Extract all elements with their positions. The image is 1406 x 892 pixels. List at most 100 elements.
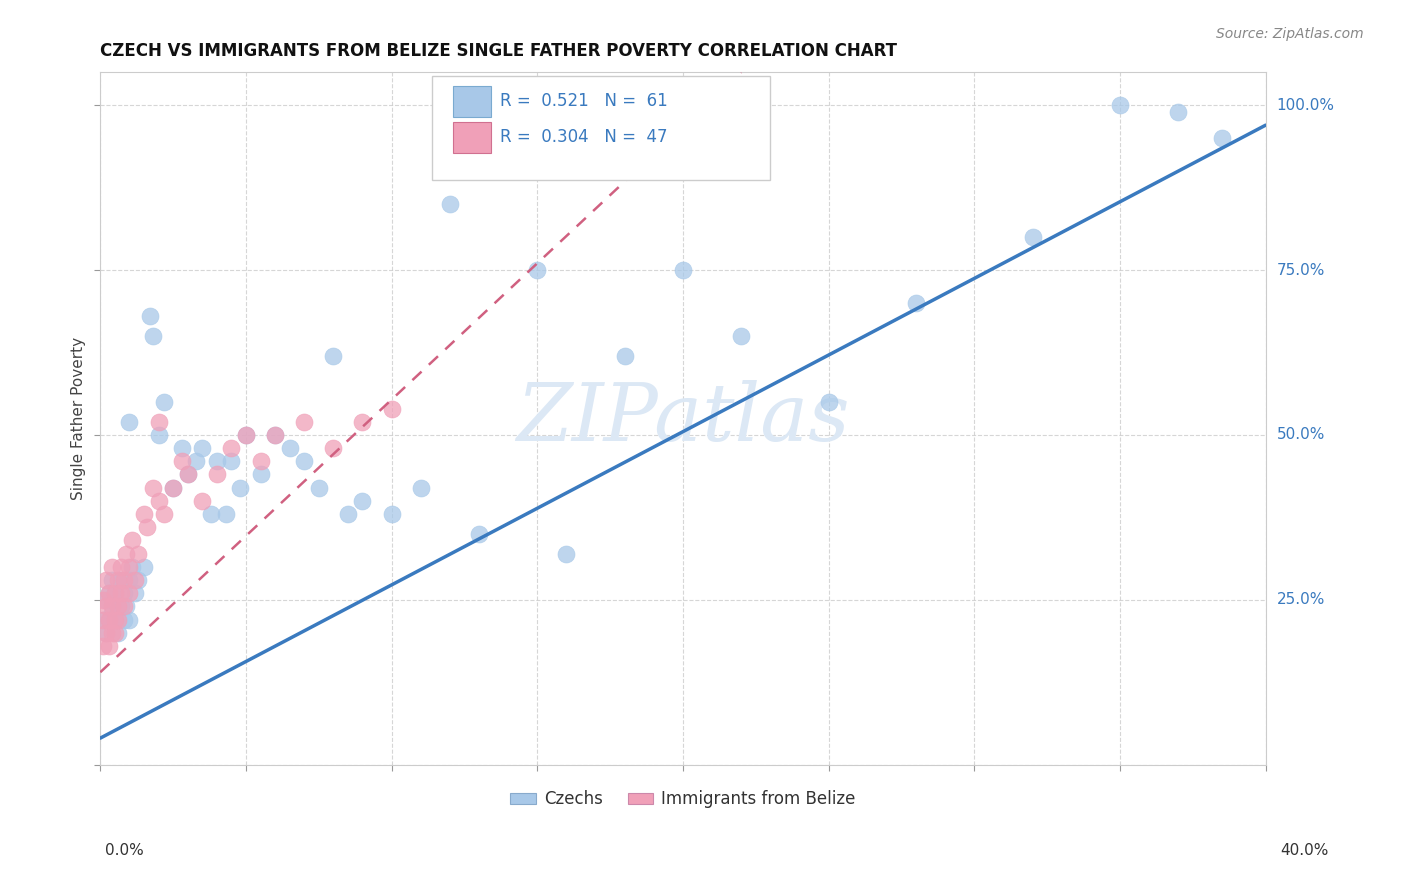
FancyBboxPatch shape [433,76,770,179]
Point [229,481,252,495]
Point [107,599,129,614]
Point [381,507,404,521]
Text: ZIPatlas: ZIPatlas [516,380,849,458]
Point [352,494,374,508]
Point [94,625,117,640]
Point [112,573,135,587]
Point [104,613,127,627]
Point [817,395,839,409]
Point [112,599,135,614]
Point [221,441,243,455]
Point [112,586,135,600]
Point [200,507,222,521]
Point [205,467,228,482]
Point [104,613,127,627]
Point [118,613,141,627]
Point [121,559,143,574]
Point [121,533,143,548]
Point [110,559,132,574]
Point [526,263,548,277]
Point [127,547,149,561]
Point [91,592,114,607]
Point [98,613,121,627]
Point [110,573,132,587]
Point [381,401,404,416]
Point [112,613,135,627]
Text: 50.0%: 50.0% [1277,427,1324,442]
Point [118,573,141,587]
Point [104,625,127,640]
Point [170,454,193,468]
Point [221,454,243,468]
Point [186,454,208,468]
Point [101,573,124,587]
Point [104,586,127,600]
Point [94,592,117,607]
Point [292,454,315,468]
Point [148,415,170,429]
Point [322,441,344,455]
Point [107,573,129,587]
Point [94,599,117,614]
Point [613,349,636,363]
Point [322,349,344,363]
Point [107,599,129,614]
Point [153,507,176,521]
Text: 40.0%: 40.0% [1281,843,1329,858]
Point [107,613,129,627]
Text: R =  0.304   N =  47: R = 0.304 N = 47 [501,128,668,146]
Text: 100.0%: 100.0% [1277,98,1334,113]
Point [176,467,198,482]
Text: 25.0%: 25.0% [1277,592,1324,607]
Point [139,310,162,324]
Point [672,263,695,277]
Point [191,441,214,455]
Point [153,395,176,409]
Text: Source: ZipAtlas.com: Source: ZipAtlas.com [1216,27,1364,41]
Point [98,639,121,653]
Point [124,586,146,600]
Point [1109,98,1132,112]
Legend: Czechs, Immigrants from Belize: Czechs, Immigrants from Belize [503,784,862,815]
Point [191,494,214,508]
Point [118,415,141,429]
Text: 75.0%: 75.0% [1277,262,1324,277]
Point [148,428,170,442]
Point [118,586,141,600]
Point [278,441,301,455]
Point [107,625,129,640]
Point [101,559,124,574]
Point [1211,131,1233,145]
Point [292,415,315,429]
Point [148,494,170,508]
Point [308,481,330,495]
Point [235,428,257,442]
Point [104,586,127,600]
Point [98,586,121,600]
Point [91,613,114,627]
Point [101,625,124,640]
Point [98,586,121,600]
Point [98,613,121,627]
Point [132,507,155,521]
Point [264,428,287,442]
Point [142,329,165,343]
Point [127,573,149,587]
Point [110,599,132,614]
Point [730,329,752,343]
Y-axis label: Single Father Poverty: Single Father Poverty [72,337,86,500]
Point [176,467,198,482]
FancyBboxPatch shape [453,86,491,118]
Point [468,526,491,541]
Point [249,467,271,482]
Point [124,573,146,587]
Point [101,606,124,620]
Point [110,586,132,600]
Point [118,559,141,574]
Point [115,599,138,614]
Text: 0.0%: 0.0% [105,843,145,858]
Point [249,454,271,468]
Point [91,639,114,653]
Point [235,428,257,442]
Point [94,625,117,640]
